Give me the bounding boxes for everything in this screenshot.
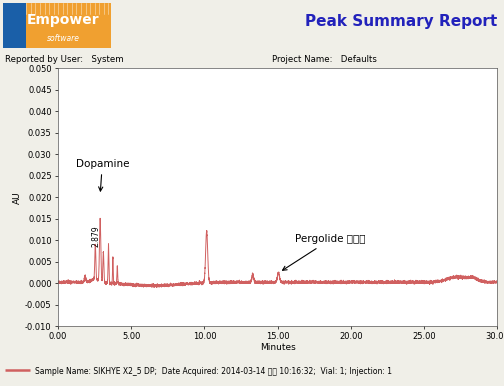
Text: Dopamine: Dopamine [76, 159, 129, 191]
Text: Reported by User:   System: Reported by User: System [5, 55, 123, 64]
Text: 2.879: 2.879 [92, 225, 101, 247]
Text: Pergolide 불검출: Pergolide 불검출 [283, 234, 366, 270]
Y-axis label: AU: AU [13, 191, 22, 203]
Bar [3, 3, 26, 48]
X-axis label: Minutes: Minutes [260, 343, 295, 352]
FancyBboxPatch shape [3, 3, 111, 48]
Text: Empower: Empower [27, 13, 99, 27]
Text: Project Name:   Defaults: Project Name: Defaults [272, 55, 377, 64]
Text: Sample Name: SIKHYE X2_5 DP;  Date Acquired: 2014-03-14 오전 10:16:32;  Vial: 1; I: Sample Name: SIKHYE X2_5 DP; Date Acquir… [35, 367, 392, 376]
Text: Peak Summary Report: Peak Summary Report [305, 14, 497, 29]
Text: software: software [47, 34, 80, 43]
